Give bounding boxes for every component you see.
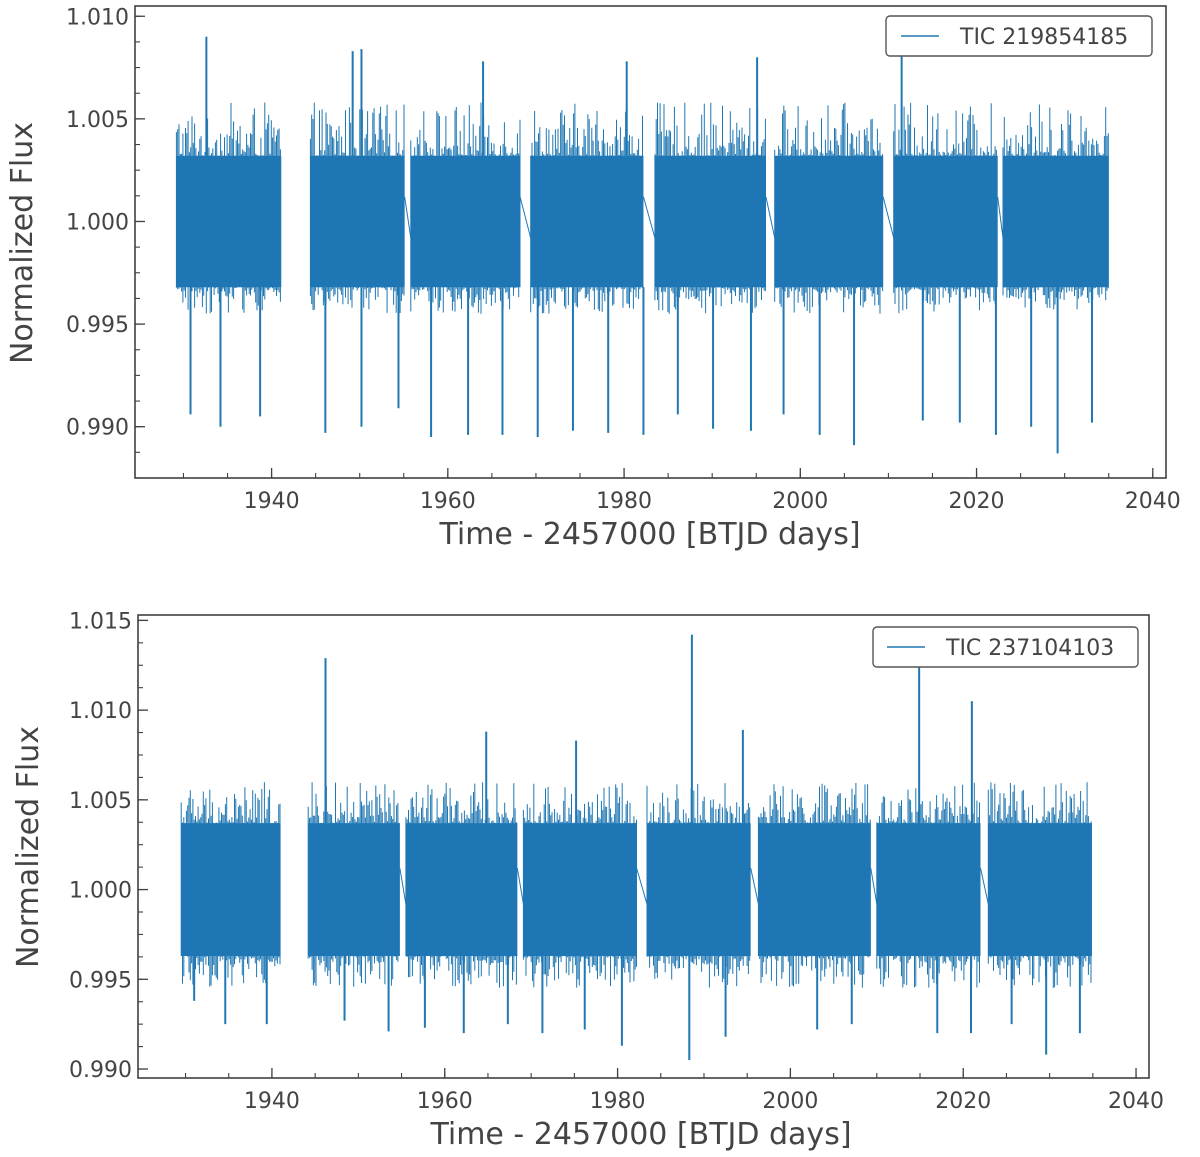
top-segment-2: [309, 102, 405, 313]
top-legend-label: TIC 219854185: [959, 25, 1128, 50]
bottom-segment-connector: [399, 867, 407, 905]
bottom-segment-core: [523, 823, 637, 956]
top-y-axis-label: Normalized Flux: [5, 122, 40, 364]
bottom-x-tick-label: 1940: [244, 1089, 300, 1114]
bottom-segment-connector: [636, 867, 648, 905]
bottom-segment-noise: [987, 782, 1092, 988]
top-legend: TIC 219854185: [885, 15, 1153, 57]
top-segment-7: [893, 102, 998, 314]
top-segment-noise: [309, 102, 405, 313]
bottom-x-tick-label: 1960: [417, 1089, 473, 1114]
bottom-segment-connector: [750, 867, 759, 905]
top-segment-connector: [519, 196, 532, 239]
bottom-x-tick-label: 1980: [590, 1089, 646, 1114]
top-x-tick-label: 1960: [420, 489, 476, 514]
bottom-flux-series: [180, 634, 1092, 1061]
bottom-segment-2: [307, 782, 400, 987]
top-segment-connector: [882, 196, 895, 239]
bottom-segment-5: [646, 783, 751, 988]
top-segment-connector: [765, 196, 776, 239]
bottom-x-tick-label: 2040: [1108, 1089, 1164, 1114]
bottom-segment-7: [876, 782, 981, 988]
top-segment-noise: [410, 102, 521, 314]
bottom-segment-noise: [876, 782, 980, 988]
top-x-tick-label: 2040: [1125, 489, 1181, 514]
top-segment-6: [774, 102, 884, 314]
bottom-segment-1: [180, 782, 281, 987]
top-segment-noise: [654, 102, 766, 314]
top-x-tick-label: 1940: [244, 489, 300, 514]
top-segment-1: [175, 102, 282, 314]
bottom-segment-noise: [180, 782, 281, 987]
top-segment-noise: [175, 102, 281, 314]
bottom-y-tick-label: 0.995: [69, 968, 132, 993]
bottom-segment-connector: [870, 867, 878, 905]
bottom-segment-noise: [757, 783, 871, 988]
top-y-tick-label: 0.995: [66, 313, 129, 338]
top-x-tick-label: 2000: [772, 489, 828, 514]
top-segment-connector: [997, 196, 1004, 238]
bottom-segment-noise: [522, 783, 637, 988]
bottom-segment-8: [987, 782, 1092, 988]
bottom-segment-noise: [307, 782, 400, 987]
bottom-y-tick-label: 1.015: [69, 609, 132, 634]
bottom-ticks: 0.990 0.995 1.000 1.005 1.010 1.015 1940 1960 19…: [69, 609, 1164, 1114]
bottom-legend-label: TIC 237104103: [945, 636, 1114, 661]
top-segment-4: [530, 103, 644, 314]
bottom-lightcurve-panel: 0.990 0.995 1.000 1.005 1.010 1.015 1940 1960 19…: [11, 609, 1164, 1152]
top-x-tick-label: 1980: [596, 489, 652, 514]
bottom-y-tick-label: 0.990: [69, 1058, 132, 1083]
top-segment-noise: [530, 103, 643, 314]
top-segment-noise: [774, 102, 884, 314]
top-axes-frame: [134, 5, 1167, 479]
top-lightcurve-panel: 0.990 0.995 1.000 1.005 1.010 1940 1960 1980 200…: [5, 5, 1181, 552]
bottom-y-tick-label: 1.010: [69, 699, 132, 724]
bottom-segment-6: [757, 783, 871, 988]
bottom-segment-4: [522, 783, 637, 988]
top-segment-noise: [1002, 104, 1109, 311]
bottom-x-tick-label: 2020: [935, 1089, 991, 1114]
top-x-tick-label: 2020: [949, 489, 1005, 514]
top-flux-series: [175, 36, 1109, 454]
top-x-axis-label: Time - 2457000 [BTJD days]: [438, 517, 860, 552]
bottom-legend: TIC 237104103: [872, 626, 1139, 668]
top-segment-connector: [642, 196, 656, 239]
top-y-tick-label: 0.990: [66, 416, 129, 441]
top-y-tick-label: 1.010: [66, 5, 129, 30]
top-segment-connector: [404, 196, 412, 238]
bottom-segment-noise: [405, 782, 517, 988]
bottom-y-tick-label: 1.000: [69, 879, 132, 904]
top-y-tick-label: 1.000: [66, 210, 129, 235]
bottom-y-tick-label: 1.005: [69, 789, 132, 814]
bottom-legend-box: [872, 626, 1139, 668]
top-segment-5: [654, 102, 766, 314]
top-y-tick-label: 1.005: [66, 108, 129, 133]
bottom-x-axis-label: Time - 2457000 [BTJD days]: [429, 1117, 851, 1152]
top-legend-box: [885, 15, 1153, 57]
bottom-axes-frame: [137, 614, 1150, 1079]
bottom-x-tick-label: 2000: [762, 1089, 818, 1114]
bottom-segment-noise: [646, 783, 751, 988]
bottom-segment-connector: [980, 867, 989, 905]
top-segment-8: [1002, 104, 1109, 311]
bottom-segment-connector: [516, 867, 524, 905]
top-ticks: 0.990 0.995 1.000 1.005 1.010 1940 1960 1980 200…: [66, 5, 1181, 514]
top-segment-3: [410, 102, 521, 314]
bottom-y-axis-label: Normalized Flux: [11, 726, 46, 968]
top-segment-noise: [893, 102, 997, 314]
bottom-segment-3: [405, 782, 518, 988]
